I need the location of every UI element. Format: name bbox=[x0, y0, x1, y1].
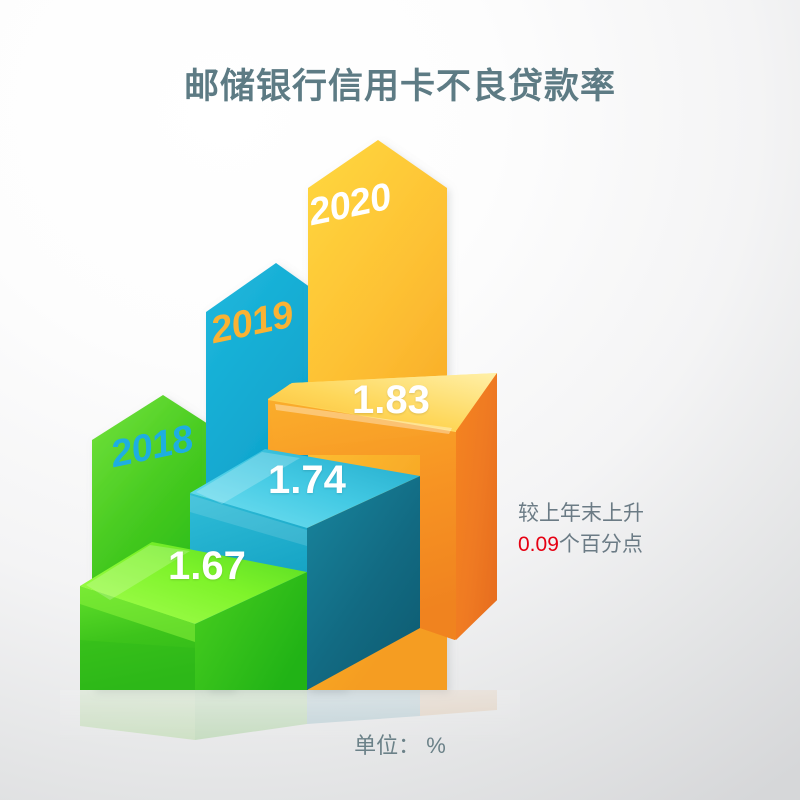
bar-value-label-2020: 1.83 bbox=[352, 378, 430, 422]
floor-reflections bbox=[60, 690, 520, 745]
bar-block-2018 bbox=[80, 542, 307, 690]
annotation-delta-value: 0.09 bbox=[518, 533, 559, 556]
annotation-line-1: 较上年末上升 bbox=[518, 502, 644, 525]
page-title: 邮储银行信用卡不良贷款率 bbox=[183, 67, 616, 106]
annotation-block: 较上年末上升 0.09个百分点 bbox=[518, 498, 718, 560]
annotation-line-2: 0.09个百分点 bbox=[518, 529, 718, 560]
bar-value-label-2019: 1.74 bbox=[268, 458, 346, 502]
unit-note: 单位： % bbox=[354, 733, 446, 758]
bar-value-label-2018: 1.67 bbox=[168, 544, 246, 588]
annotation-delta-suffix: 个百分点 bbox=[558, 533, 643, 556]
bar-block-2020 bbox=[268, 373, 497, 640]
